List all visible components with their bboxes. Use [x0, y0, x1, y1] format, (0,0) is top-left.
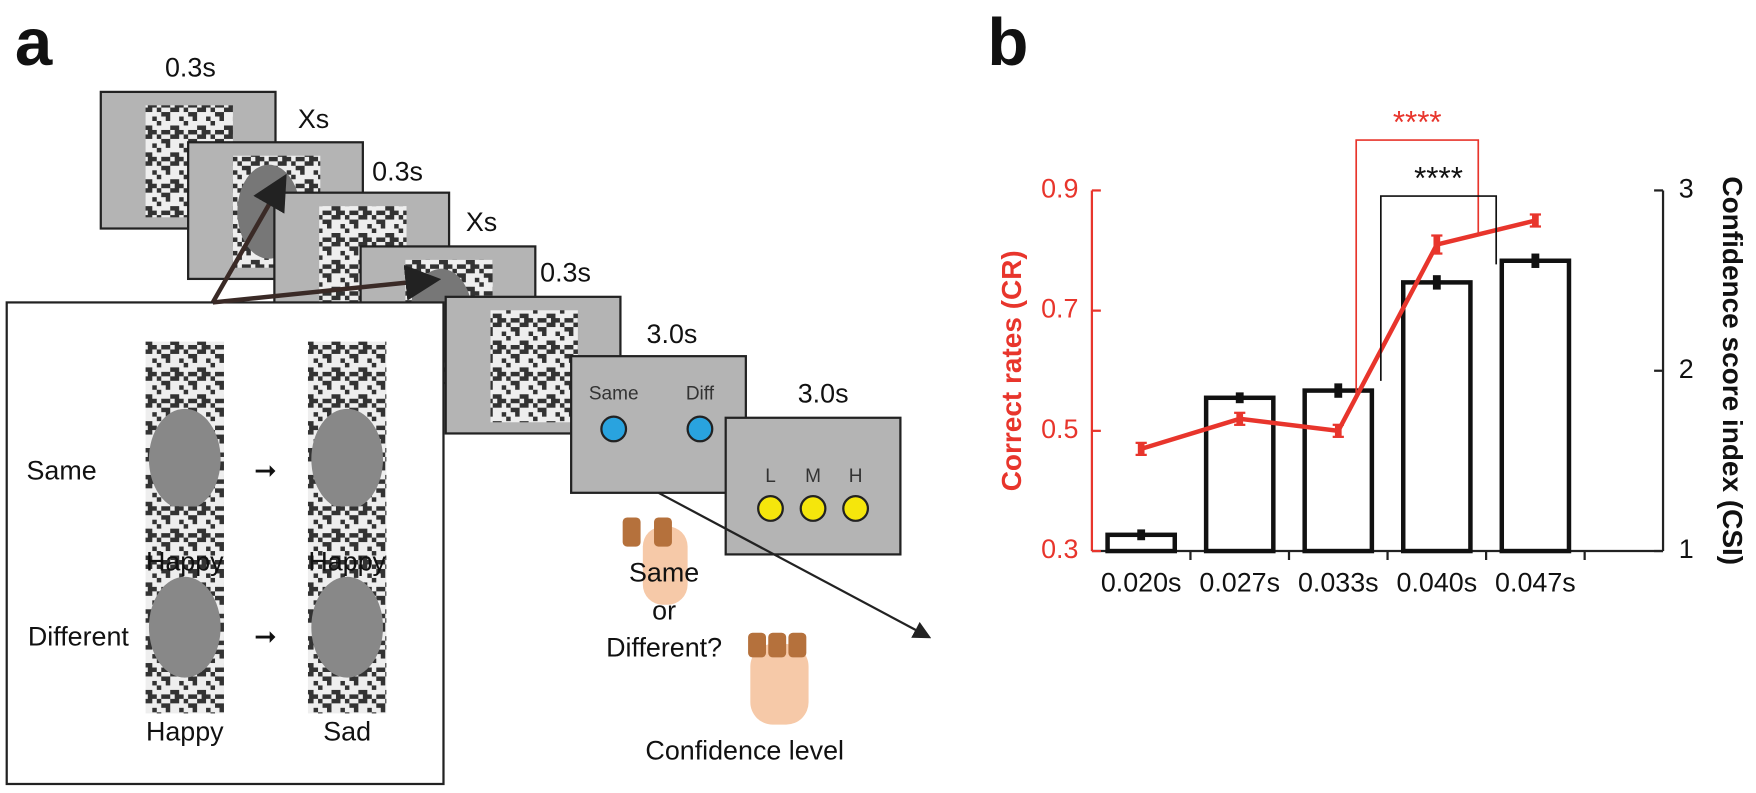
screen	[724, 416, 902, 556]
x-tick-label: 0.020s	[1101, 568, 1182, 598]
significance-bracket	[1355, 139, 1480, 398]
panel-label: a	[15, 5, 53, 80]
timing: 0.3s	[372, 157, 423, 187]
y2-axis-title: Confidence score index (CSI)	[1717, 176, 1748, 565]
option-label: L	[765, 466, 776, 487]
option-button	[757, 495, 784, 522]
x-tick-label: 0.027s	[1199, 568, 1280, 598]
timing: 3.0s	[647, 319, 698, 349]
condition: Different	[28, 621, 130, 651]
y-axis-title: Correct rates (CR)	[996, 250, 1027, 491]
y2-tick-label: 2	[1679, 354, 1694, 384]
question: Different?	[606, 633, 722, 663]
faces	[145, 341, 387, 714]
condition: Same	[27, 456, 97, 486]
y-tick-label: 0.3	[1041, 534, 1078, 564]
option-button	[686, 415, 714, 443]
x-tick-label: 0.040s	[1397, 568, 1478, 598]
option-label: H	[849, 466, 863, 487]
y-tick-label: 0.5	[1041, 414, 1078, 444]
hand	[748, 632, 809, 725]
y2-tick-label: 3	[1679, 174, 1694, 204]
arrow	[212, 264, 442, 305]
bar	[1302, 388, 1375, 554]
arrow-glyph: ➞	[254, 621, 277, 651]
arrow-glyph: ➞	[254, 456, 277, 486]
bar	[1400, 280, 1473, 554]
option-button	[600, 415, 628, 443]
panel-label: b	[987, 5, 1028, 80]
emotion: Happy	[146, 717, 224, 747]
y2-tick-label: 1	[1679, 534, 1694, 564]
x-tick-label: 0.047s	[1495, 568, 1576, 598]
x-tick-label: 0.033s	[1298, 568, 1379, 598]
hand	[622, 517, 688, 605]
option-label: M	[805, 466, 821, 487]
question: Same	[629, 558, 699, 588]
chart: Correct rates (CR) Confidence score inde…	[996, 105, 1748, 598]
mask	[490, 310, 578, 423]
significance-label: ****	[1393, 105, 1442, 140]
y-tick-label: 0.9	[1041, 174, 1078, 204]
bar	[1499, 258, 1572, 554]
emotion: Happy	[308, 546, 386, 576]
confidence-caption: Confidence level	[645, 736, 844, 766]
screen	[570, 355, 747, 494]
timing: Xs	[298, 104, 329, 134]
question: or	[652, 596, 676, 626]
emotion: Sad	[323, 717, 371, 747]
significance-label: ****	[1414, 161, 1463, 196]
timing: 3.0s	[798, 378, 849, 408]
arrow	[657, 491, 932, 639]
timing: 0.3s	[540, 258, 591, 288]
y-tick-label: 0.7	[1041, 294, 1078, 324]
option-button	[799, 495, 827, 522]
significance-bracket	[1379, 195, 1498, 381]
option-label: Diff	[686, 383, 715, 404]
option-button	[842, 495, 870, 522]
arrow	[210, 173, 287, 304]
timing: Xs	[466, 207, 497, 237]
option-label: Same	[589, 383, 639, 404]
timing: 0.3s	[165, 53, 216, 83]
emotion: Happy	[146, 546, 224, 576]
